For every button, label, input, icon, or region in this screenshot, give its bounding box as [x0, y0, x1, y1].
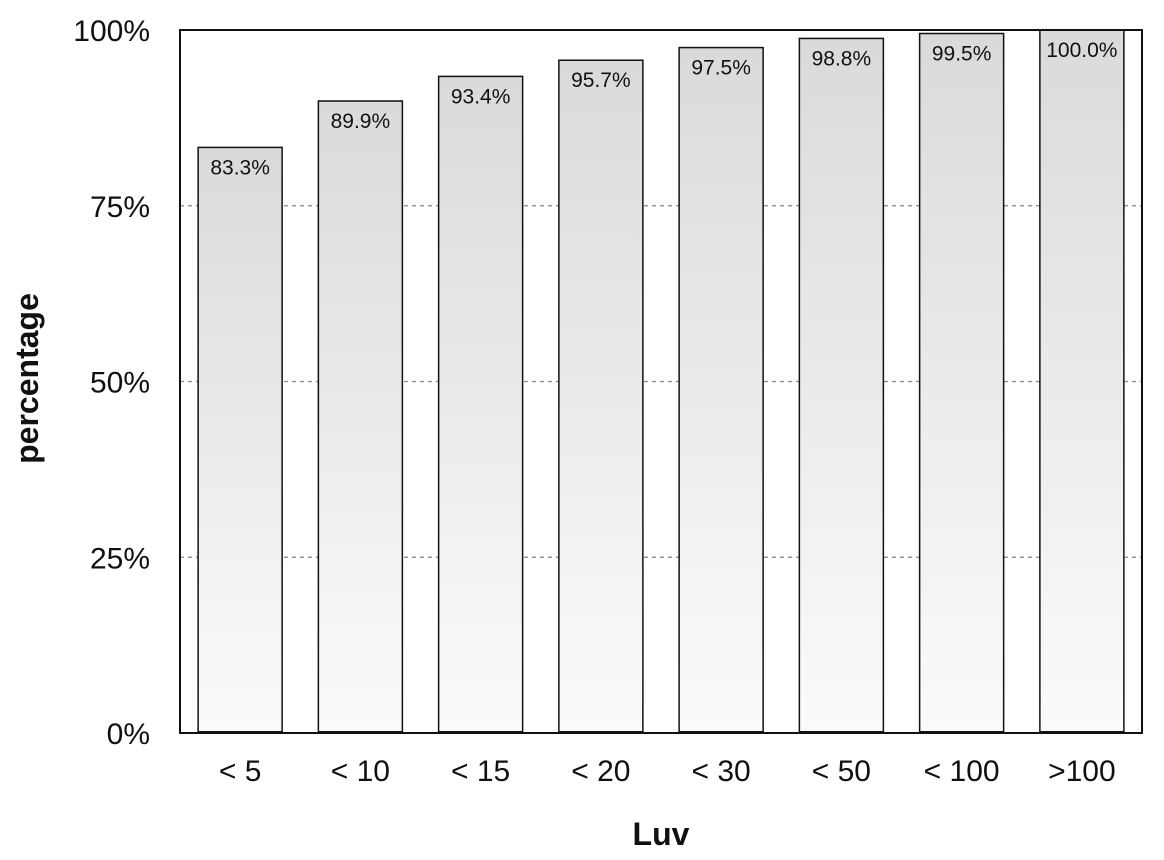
x-tick-label: < 30	[692, 755, 751, 788]
x-tick-label: < 15	[451, 755, 510, 788]
y-axis-title: percentage	[9, 293, 45, 464]
bar	[798, 37, 885, 734]
x-tick-label: < 10	[331, 755, 390, 788]
x-tick-label: < 20	[571, 755, 630, 788]
x-tick-label: < 5	[219, 755, 262, 788]
y-tick-label: 100%	[73, 15, 150, 48]
bar	[197, 146, 283, 734]
bar-value-label: 99.5%	[932, 43, 992, 66]
x-tick-label: < 50	[812, 755, 871, 788]
bar-value-label: 98.8%	[812, 47, 872, 70]
bar-value-label: 100.0%	[1046, 39, 1117, 62]
bar	[558, 59, 644, 734]
x-tick-label: >100	[1048, 755, 1116, 788]
bar	[1039, 29, 1125, 734]
y-axis-ticks: 0% 25% 50% 75% 100%	[73, 15, 150, 751]
bar-value-label: 97.5%	[691, 57, 751, 80]
bar-value-label: 95.7%	[571, 69, 631, 92]
y-tick-label: 0%	[107, 718, 150, 751]
bar	[437, 75, 524, 734]
x-axis-ticks: < 5 < 10 < 15 < 20 < 30 < 50 < 100 >100	[219, 755, 1116, 788]
data-labels: 83.3% 89.9% 93.4% 95.7% 97.5% 98.8% 99.5% 100.0…	[210, 39, 1117, 179]
bar	[317, 100, 404, 734]
bar-value-label: 83.3%	[210, 156, 270, 179]
bar	[678, 46, 764, 734]
y-tick-label: 75%	[90, 191, 150, 224]
x-axis-title: Luv	[633, 816, 690, 852]
plot-area-frame	[179, 29, 1143, 734]
bar-value-label: 93.4%	[451, 85, 511, 108]
bar	[918, 32, 1005, 734]
y-tick-label: 50%	[90, 367, 150, 400]
bars	[197, 29, 1125, 734]
y-tick-label: 25%	[90, 542, 150, 575]
x-tick-label: < 100	[924, 755, 1000, 788]
bar-value-label: 89.9%	[331, 110, 391, 133]
